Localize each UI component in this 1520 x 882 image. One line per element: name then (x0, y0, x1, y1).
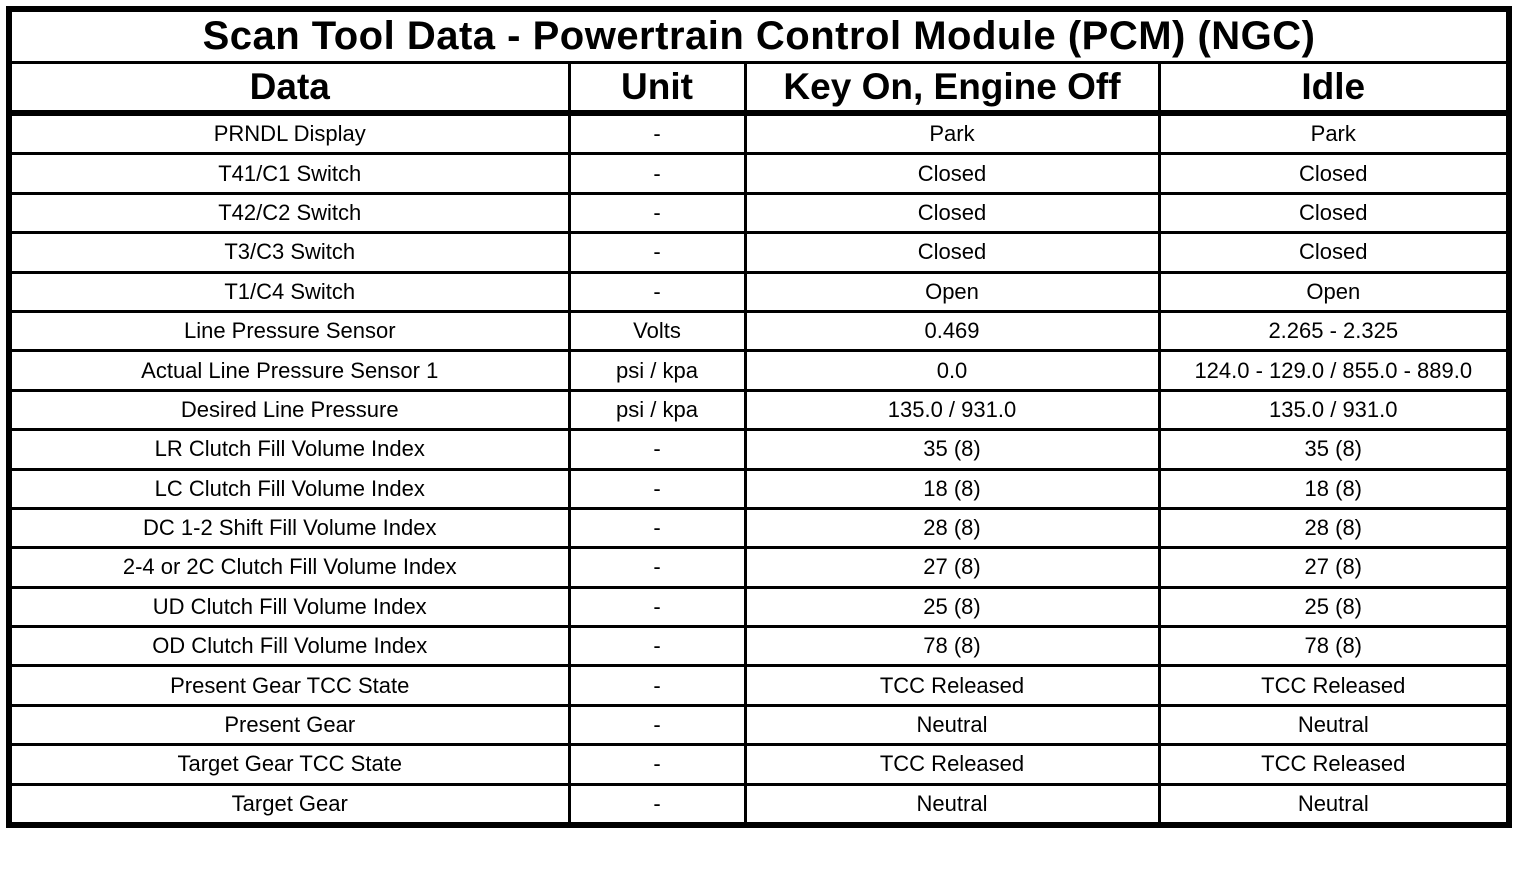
cell-data: Line Pressure Sensor (7, 309, 571, 353)
cell-key-on-engine-off: Neutral (743, 703, 1161, 747)
cell-unit: - (567, 585, 747, 629)
cell-data: OD Clutch Fill Volume Index (7, 625, 571, 668)
cell-data: Target Gear (7, 782, 571, 827)
cell-unit: - (567, 782, 747, 827)
table-row: LC Clutch Fill Volume Index -18 (8) 18 (8) (7, 467, 1511, 510)
cell-data: Present Gear (7, 703, 571, 747)
cell-key-on-engine-off: TCC Released (743, 664, 1161, 707)
table-row: T3/C3 Switch - Closed Closed (7, 231, 1511, 274)
cell-idle: 27 (8) (1157, 546, 1511, 589)
table-row: 2-4 or 2C Clutch Fill Volume Index -27 (8… (7, 546, 1511, 589)
table-row: Desired Line Pressure psi / kpa 135.0 / 93… (7, 388, 1511, 432)
column-header-data: Data (7, 61, 571, 116)
cell-idle: 18 (8) (1157, 467, 1511, 510)
table-body: PRNDL Display - Park Park T41/C1 Switch - Clos… (7, 111, 1511, 827)
table-title-row: Scan Tool Data - Powertrain Control Modu… (7, 7, 1511, 64)
table-row: Line Pressure Sensor Volts 0.469 2.265 - 2.… (7, 309, 1511, 353)
cell-key-on-engine-off: 35 (8) (743, 428, 1161, 471)
cell-data: LR Clutch Fill Volume Index (7, 428, 571, 471)
column-header-key-on-engine-off: Key On, Engine Off (743, 61, 1161, 116)
cell-key-on-engine-off: 25 (8) (743, 585, 1161, 629)
cell-unit: - (567, 152, 747, 195)
cell-unit: - (567, 270, 747, 313)
table-row: Present Gear TCC State - TCC Released TCC R… (7, 664, 1511, 707)
cell-data: T3/C3 Switch (7, 231, 571, 274)
cell-key-on-engine-off: Open (743, 270, 1161, 313)
cell-unit: - (567, 506, 747, 550)
cell-key-on-engine-off: 0.0 (743, 349, 1161, 392)
cell-unit: Volts (567, 309, 747, 353)
cell-data: Present Gear TCC State (7, 664, 571, 707)
cell-idle: Closed (1157, 152, 1511, 195)
cell-unit: - (567, 428, 747, 471)
cell-unit: psi / kpa (567, 388, 747, 432)
cell-key-on-engine-off: 78 (8) (743, 625, 1161, 668)
cell-key-on-engine-off: 0.469 (743, 309, 1161, 353)
cell-data: T41/C1 Switch (7, 152, 571, 195)
table-row: DC 1-2 Shift Fill Volume Index -28 (8) 28 … (7, 506, 1511, 550)
scan-tool-data-table: Scan Tool Data - Powertrain Control Modu… (6, 6, 1513, 829)
table-row: Present Gear - Neutral Neutral (7, 703, 1511, 747)
cell-data: T42/C2 Switch (7, 191, 571, 235)
cell-unit: - (567, 111, 747, 156)
cell-key-on-engine-off: Closed (743, 231, 1161, 274)
cell-idle: Closed (1157, 231, 1511, 274)
cell-idle: 78 (8) (1157, 625, 1511, 668)
cell-idle: Open (1157, 270, 1511, 313)
cell-unit: - (567, 743, 747, 786)
cell-unit: - (567, 703, 747, 747)
cell-data: 2-4 or 2C Clutch Fill Volume Index (7, 546, 571, 589)
cell-unit: - (567, 191, 747, 235)
cell-idle: Closed (1157, 191, 1511, 235)
cell-key-on-engine-off: TCC Released (743, 743, 1161, 786)
cell-idle: TCC Released (1157, 743, 1511, 786)
table-row: T1/C4 Switch - Open Open (7, 270, 1511, 313)
cell-idle: Neutral (1157, 782, 1511, 827)
cell-idle: 25 (8) (1157, 585, 1511, 629)
cell-data: PRNDL Display (7, 111, 571, 156)
cell-data: T1/C4 Switch (7, 270, 571, 313)
cell-key-on-engine-off: 135.0 / 931.0 (743, 388, 1161, 432)
table-row: Target Gear TCC State - TCC Released TCC Re… (7, 743, 1511, 786)
cell-idle: Neutral (1157, 703, 1511, 747)
table-row: Target Gear - Neutral Neutral (7, 782, 1511, 827)
cell-data: UD Clutch Fill Volume Index (7, 585, 571, 629)
page-title: Scan Tool Data - Powertrain Control Modu… (7, 7, 1511, 64)
cell-unit: - (567, 467, 747, 510)
cell-key-on-engine-off: Closed (743, 152, 1161, 195)
column-header-idle: Idle (1157, 61, 1511, 116)
cell-key-on-engine-off: Closed (743, 191, 1161, 235)
cell-key-on-engine-off: 27 (8) (743, 546, 1161, 589)
cell-data: Target Gear TCC State (7, 743, 571, 786)
table-row: T41/C1 Switch - Closed Closed (7, 152, 1511, 195)
cell-unit: - (567, 546, 747, 589)
cell-idle: 124.0 - 129.0 / 855.0 - 889.0 (1157, 349, 1511, 392)
cell-unit: - (567, 625, 747, 668)
cell-unit: psi / kpa (567, 349, 747, 392)
cell-idle: 135.0 / 931.0 (1157, 388, 1511, 432)
cell-key-on-engine-off: 28 (8) (743, 506, 1161, 550)
cell-idle: TCC Released (1157, 664, 1511, 707)
cell-idle: Park (1157, 111, 1511, 156)
table-row: OD Clutch Fill Volume Index -78 (8) 78 (8) (7, 625, 1511, 668)
cell-idle: 2.265 - 2.325 (1157, 309, 1511, 353)
column-header-unit: Unit (567, 61, 747, 116)
table-header-row: Data Unit Key On, Engine Off Idle (7, 61, 1511, 116)
cell-unit: - (567, 231, 747, 274)
cell-idle: 35 (8) (1157, 428, 1511, 471)
table-row: UD Clutch Fill Volume Index -25 (8) 25 (8) (7, 585, 1511, 629)
cell-data: Desired Line Pressure (7, 388, 571, 432)
cell-key-on-engine-off: Park (743, 111, 1161, 156)
cell-key-on-engine-off: Neutral (743, 782, 1161, 827)
table-row: T42/C2 Switch - Closed Closed (7, 191, 1511, 235)
cell-data: DC 1-2 Shift Fill Volume Index (7, 506, 571, 550)
cell-idle: 28 (8) (1157, 506, 1511, 550)
table-row: PRNDL Display - Park Park (7, 111, 1511, 156)
cell-unit: - (567, 664, 747, 707)
cell-data: LC Clutch Fill Volume Index (7, 467, 571, 510)
table-row: LR Clutch Fill Volume Index -35 (8) 35 (8) (7, 428, 1511, 471)
cell-data: Actual Line Pressure Sensor 1 (7, 349, 571, 392)
table-row: Actual Line Pressure Sensor 1 psi / kpa 0.… (7, 349, 1511, 392)
cell-key-on-engine-off: 18 (8) (743, 467, 1161, 510)
